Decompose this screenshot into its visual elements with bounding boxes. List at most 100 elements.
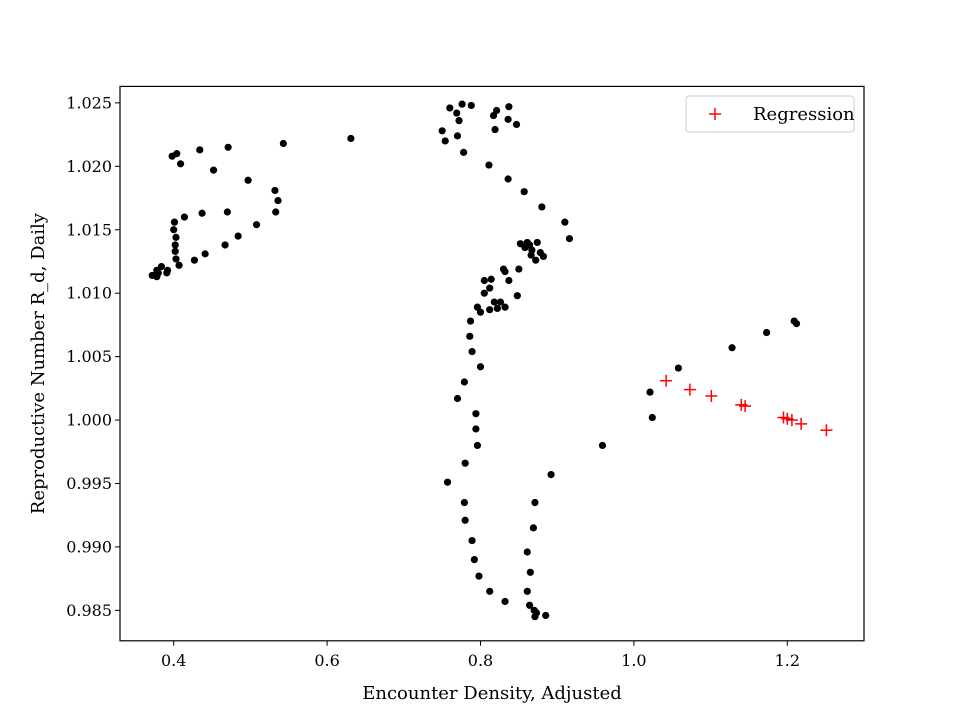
data-point (565, 235, 574, 243)
data-point (460, 498, 468, 507)
y-tick-label: 0.995 (66, 474, 112, 493)
data-point (473, 441, 482, 450)
data-point (521, 243, 529, 252)
legend-marker-regression (709, 108, 721, 120)
y-tick-label: 1.020 (66, 157, 112, 176)
plot-points (148, 100, 833, 621)
data-point (438, 127, 446, 135)
regression-point (705, 389, 718, 402)
data-point (461, 516, 469, 524)
data-point (513, 292, 521, 300)
data-point (504, 115, 512, 123)
data-point (443, 478, 452, 486)
regression-point (785, 414, 798, 427)
data-point (501, 303, 509, 311)
regression-point (739, 400, 752, 413)
data-point (244, 176, 252, 184)
data-point (441, 137, 449, 145)
data-point (272, 208, 280, 216)
data-point (224, 143, 232, 151)
data-point (173, 150, 181, 158)
data-point (547, 471, 555, 479)
data-point (728, 344, 736, 352)
data-point (529, 524, 538, 532)
x-tick-label: 1.2 (775, 651, 800, 670)
data-point (561, 218, 569, 226)
data-point (221, 241, 229, 249)
data-point (209, 166, 218, 174)
data-point (234, 232, 242, 240)
data-point (480, 289, 488, 297)
data-point (475, 572, 483, 580)
plot-frame (119, 85, 865, 642)
data-point (523, 548, 531, 556)
regression-point (660, 374, 673, 387)
y-tick-label: 0.990 (66, 537, 112, 556)
data-point (505, 276, 513, 285)
data-point (467, 101, 475, 110)
data-point (347, 134, 355, 143)
data-point (531, 613, 539, 621)
data-point (762, 328, 771, 337)
legend-box (685, 95, 855, 133)
data-point (496, 298, 505, 306)
x-tick-label: 1.0 (621, 651, 646, 670)
data-point (453, 394, 462, 403)
data-point (455, 117, 463, 125)
data-point (175, 261, 183, 269)
data-point (486, 587, 494, 595)
regression-point (683, 383, 696, 396)
data-point (512, 120, 521, 129)
data-point (476, 363, 485, 371)
data-point (170, 226, 178, 234)
data-point (468, 347, 476, 356)
data-point (172, 233, 180, 241)
data-point (279, 139, 287, 148)
data-point (476, 308, 485, 316)
data-point (531, 498, 539, 507)
data-point (453, 109, 461, 117)
y-axis: 0.985 0.990 0.995 1.000 1.005 1.010 1.015 1.020… (66, 93, 120, 620)
data-point (505, 103, 513, 111)
data-point (501, 268, 509, 276)
data-point (538, 203, 546, 211)
data-point (525, 601, 534, 609)
data-point (480, 276, 488, 285)
regression-point (820, 424, 833, 437)
y-tick-label: 1.010 (66, 284, 112, 303)
data-point (223, 208, 231, 216)
data-point (190, 256, 198, 264)
data-point (172, 255, 180, 263)
data-point (271, 186, 279, 195)
data-point (274, 196, 282, 205)
data-point (523, 587, 531, 595)
data-point (501, 597, 509, 606)
data-point (648, 413, 656, 422)
data-point (198, 209, 206, 217)
y-tick-label: 1.025 (66, 93, 112, 112)
y-tick-label: 1.015 (66, 220, 112, 239)
data-point (460, 378, 468, 386)
x-axis-label: Encounter Density, Adjusted (362, 683, 622, 704)
data-point (527, 251, 535, 259)
data-point (461, 459, 469, 467)
data-point (157, 262, 166, 271)
data-point (526, 568, 534, 576)
data-point (520, 188, 528, 196)
data-point (180, 213, 189, 221)
data-point (446, 104, 454, 112)
data-point (532, 256, 540, 264)
data-point (539, 252, 547, 260)
data-point (163, 269, 171, 277)
data-point (171, 247, 179, 255)
data-point (491, 125, 499, 134)
x-tick-label: 0.6 (314, 651, 339, 670)
data-point (453, 132, 462, 140)
data-point (472, 410, 480, 418)
data-point (468, 536, 476, 545)
x-axis: 0.4 0.6 0.8 1.0 1.2 (161, 640, 800, 670)
data-point (487, 275, 495, 283)
data-point (674, 364, 682, 372)
data-point (792, 320, 801, 328)
